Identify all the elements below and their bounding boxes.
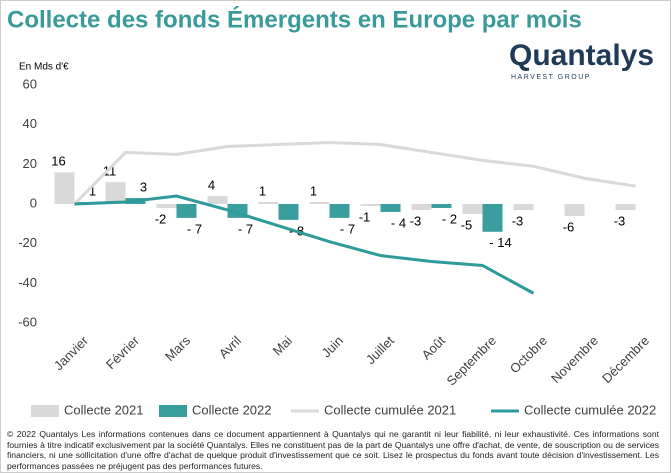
bar [105,182,126,204]
data-label: 1 [259,183,266,198]
bar [411,204,432,210]
bar [431,204,452,208]
line [74,194,535,295]
bar [462,204,483,214]
data-label: -5 [461,217,473,232]
x-tick-label: Février [103,332,143,372]
bar [278,204,299,220]
data-label: - 2 [442,211,457,226]
legend-label: Collecte 2022 [192,402,272,417]
data-label: 1 [310,183,317,198]
bar [380,204,401,212]
y-tick-label: -60 [18,314,37,329]
y-tick-label: -20 [18,235,37,250]
x-tick-label: Juillet [363,333,397,367]
legend-swatch [159,405,187,417]
y-tick-label: 0 [30,195,37,210]
data-label: -3 [512,213,524,228]
bar [54,172,75,204]
x-tick-label: Décembre [599,333,652,386]
legend-label: Collecte 2021 [64,402,144,417]
y-tick-label: 20 [23,156,37,171]
logo-subtitle: HARVEST GROUP [511,74,591,81]
x-tick-label: Avril [216,333,244,361]
data-label: - 7 [238,221,253,236]
bar [564,204,585,216]
data-label: - 7 [187,221,202,236]
logo: Quantalys [509,39,654,72]
x-tick-label: Mars [162,333,193,364]
bar [176,204,197,218]
data-label: 1 [89,183,96,198]
x-tick-label: Novembre [548,333,601,386]
y-tick-label: 60 [23,76,37,91]
chart-title: Collecte des fonds Émergents en Europe p… [7,5,582,33]
bar [309,202,330,204]
line [73,141,636,206]
bar [360,204,381,206]
bar [258,202,279,204]
legend-swatch [31,405,59,417]
data-label: 3 [140,179,147,194]
data-label: - 4 [391,215,406,230]
y-axis-label: En Mds d'€ [19,62,69,73]
data-label: -3 [410,213,422,228]
bar [207,196,228,204]
bar [156,204,177,208]
x-tick-label: Janvier [51,332,92,373]
data-label: -1 [359,209,371,224]
data-label: - 14 [489,235,511,250]
y-tick-label: 40 [23,116,37,131]
data-label: 16 [51,154,65,169]
chart: Collecte des fonds Émergents en Europe p… [7,5,656,417]
x-tick-label: Septembre [443,333,499,389]
data-label: -2 [155,211,167,226]
bar [615,204,636,210]
data-label: -6 [563,219,575,234]
x-tick-label: Juin [319,333,346,360]
footer: © 2022 Quantalys Les informations conten… [7,429,659,471]
data-label: -3 [614,213,626,228]
x-tick-label: Mai [270,333,295,358]
x-tick-label: Août [419,333,449,363]
bar [482,204,503,232]
legend-label: Collecte cumulée 2022 [524,402,656,417]
y-tick-label: -40 [18,275,37,290]
data-label: - 7 [340,221,355,236]
data-label: 4 [208,178,215,193]
bar [329,204,350,218]
bar [513,204,534,210]
legend-label: Collecte cumulée 2021 [324,402,456,417]
data-label: 11 [103,164,117,179]
x-tick-label: Octobre [507,333,550,376]
